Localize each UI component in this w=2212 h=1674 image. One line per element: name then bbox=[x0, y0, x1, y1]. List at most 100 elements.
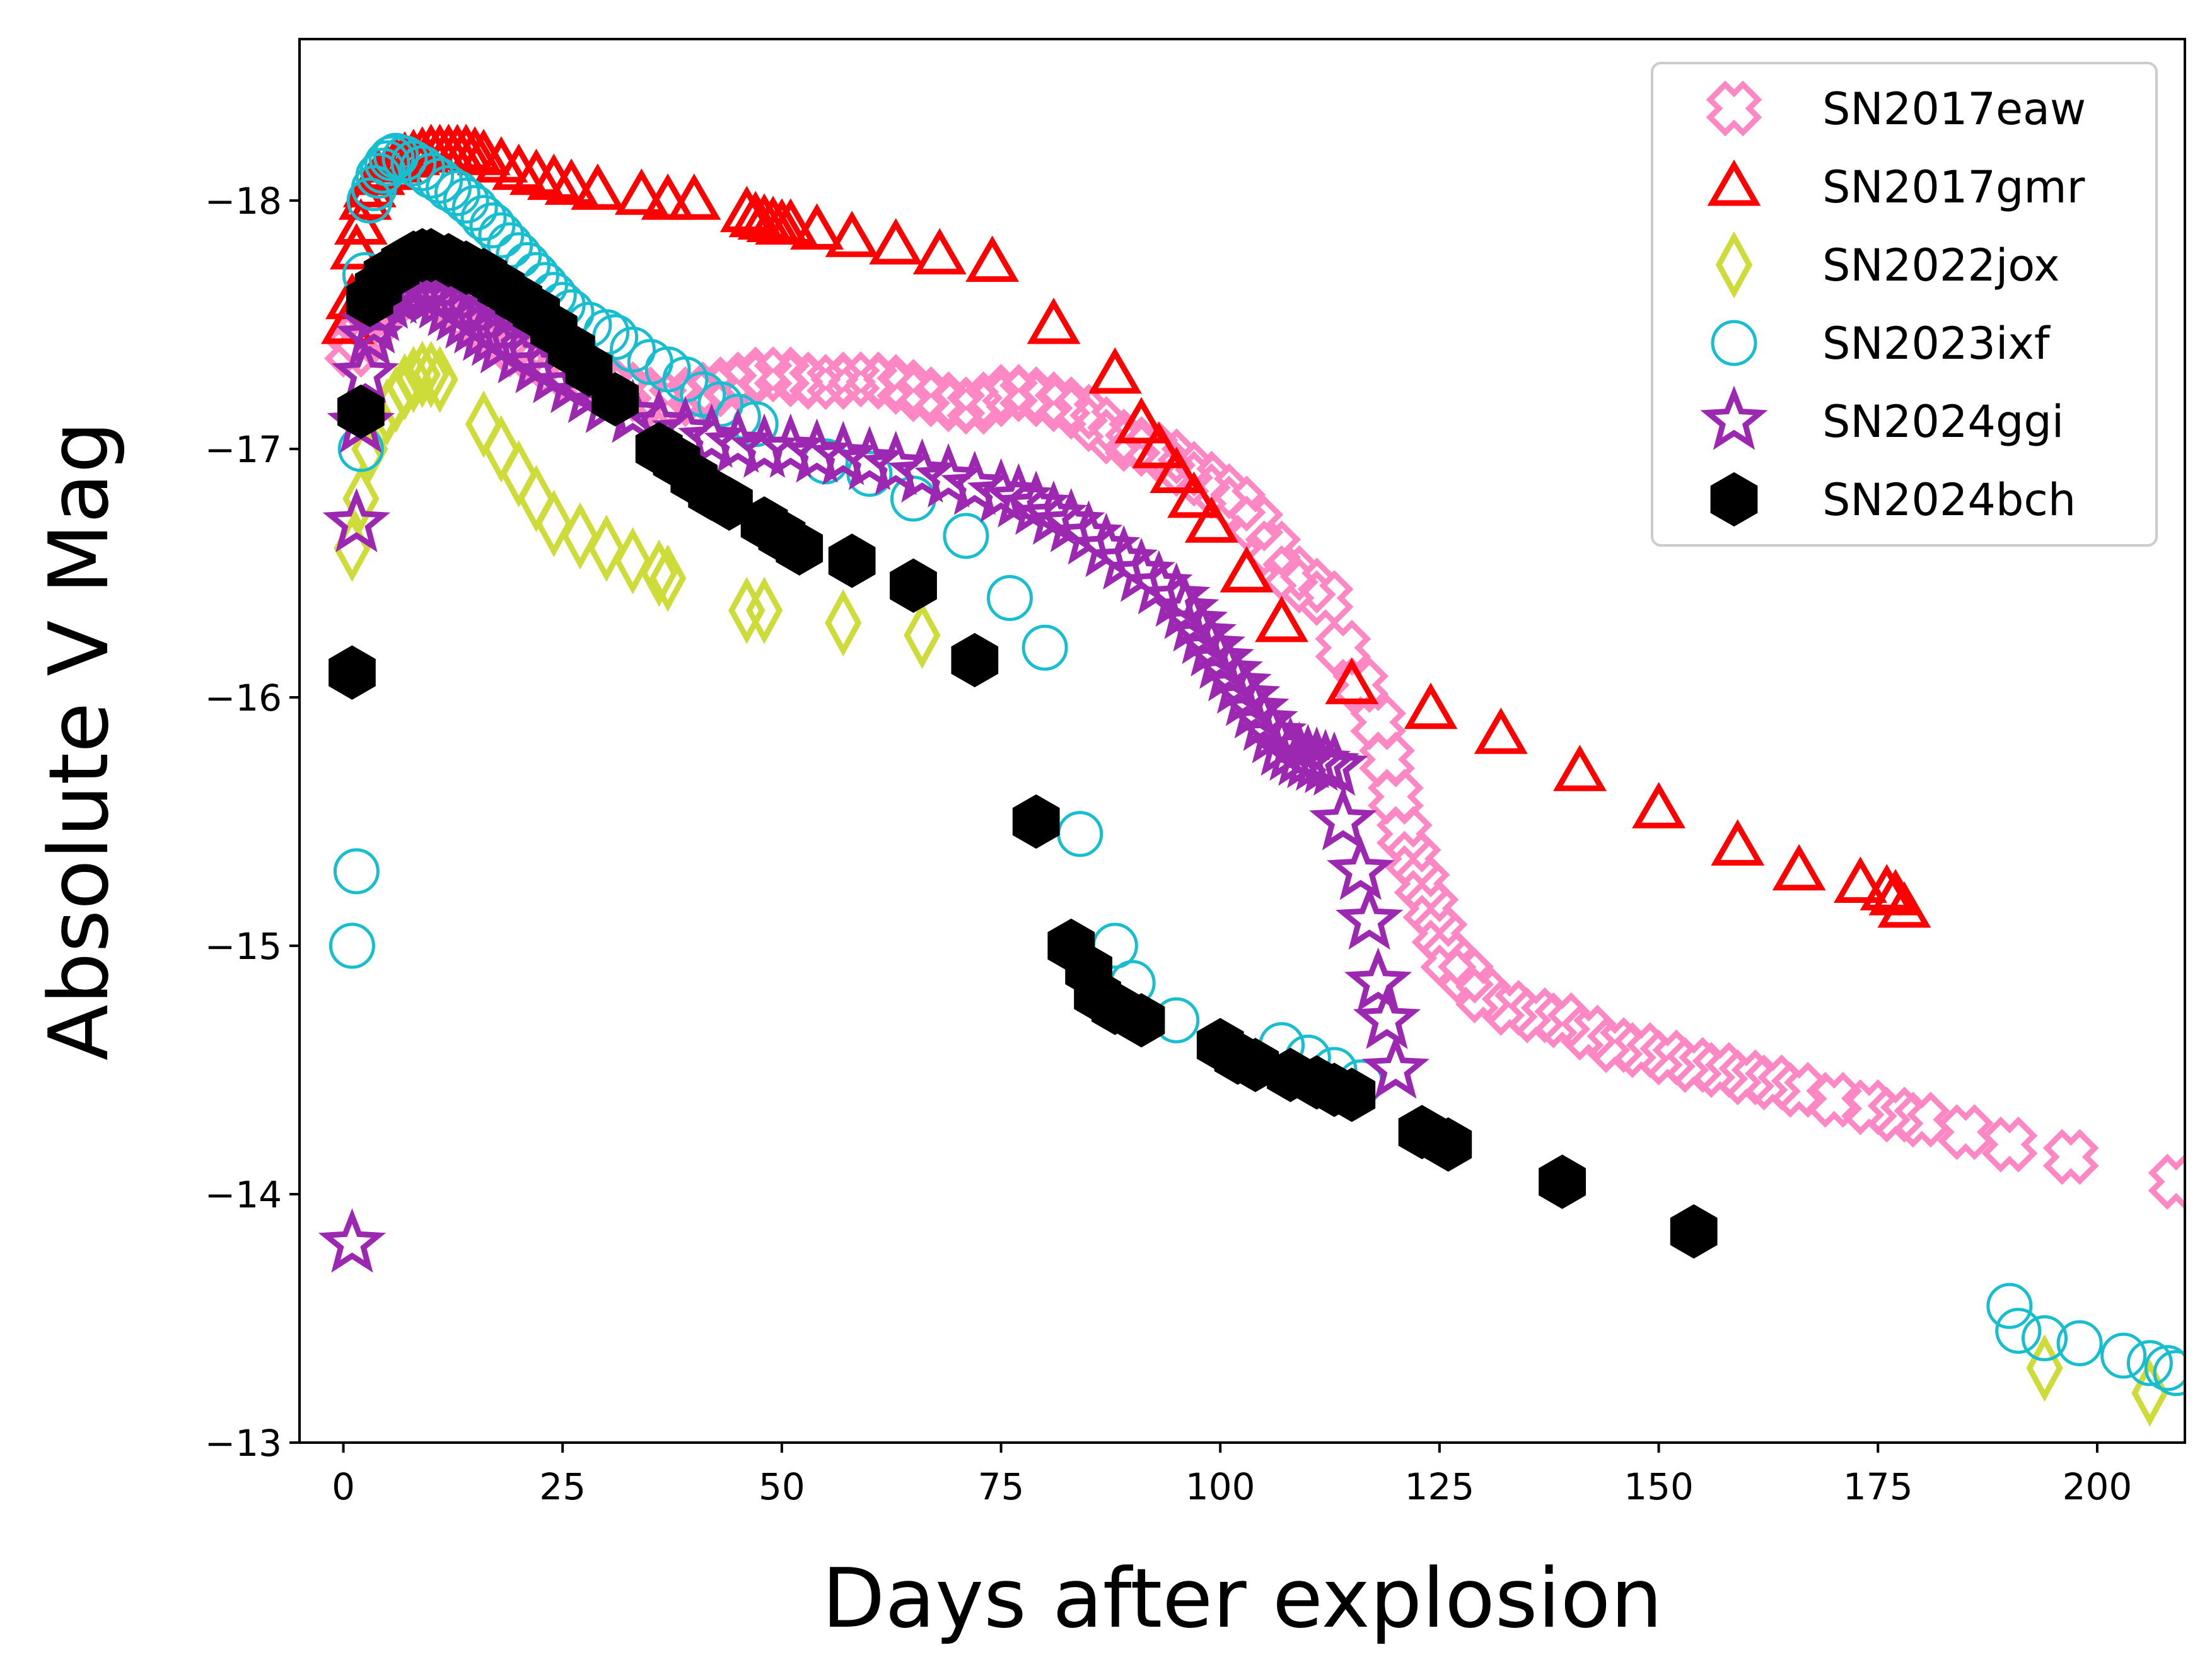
data-point-sn2023ixf bbox=[2144, 1345, 2185, 1392]
data-point-sn2024ggi bbox=[1361, 1034, 1430, 1099]
data-points bbox=[318, 124, 2185, 1427]
data-point-sn2023ixf bbox=[443, 177, 489, 224]
data-point-sn2023ixf bbox=[329, 922, 375, 969]
data-point-sn2022jox bbox=[588, 514, 625, 583]
data-point-sn2024bch bbox=[1231, 1037, 1279, 1093]
legend-label-sn2023ixf: SN2023ixf bbox=[1822, 318, 2051, 369]
data-point-sn2017gmr bbox=[1877, 881, 1931, 928]
data-point-sn2023ixf bbox=[2021, 1315, 2068, 1362]
data-point-sn2024bch bbox=[951, 632, 999, 688]
data-point-sn2017eaw bbox=[1069, 396, 1126, 453]
data-point-sn2024ggi bbox=[1186, 624, 1254, 689]
data-point-sn2017gmr bbox=[1220, 546, 1274, 593]
data-point-sn2017gmr bbox=[1772, 844, 1826, 891]
data-point-sn2024bch bbox=[1539, 1154, 1586, 1209]
x-tick-label: 50 bbox=[759, 1465, 805, 1508]
x-tick-label: 175 bbox=[1843, 1465, 1913, 1508]
data-point-sn2017gmr bbox=[1632, 782, 1685, 828]
data-point-sn2024ggi bbox=[1213, 661, 1281, 726]
data-point-sn2024bch bbox=[706, 476, 753, 531]
data-point-sn2023ixf bbox=[359, 148, 406, 194]
data-point-sn2023ixf bbox=[2126, 1340, 2173, 1386]
data-point-sn2017gmr bbox=[1860, 864, 1914, 910]
data-point-sn2023ixf bbox=[697, 381, 744, 427]
data-point-sn2023ixf bbox=[460, 195, 507, 241]
y-tick-label: −13 bbox=[205, 1422, 282, 1465]
data-point-sn2024ggi bbox=[1221, 674, 1289, 739]
data-point-sn2024bch bbox=[591, 372, 639, 427]
data-point-sn2022jox bbox=[421, 346, 458, 414]
data-point-sn2024ggi bbox=[1151, 574, 1220, 639]
data-point-sn2023ixf bbox=[434, 170, 480, 216]
x-tick-label: 150 bbox=[1624, 1465, 1694, 1508]
data-point-sn2023ixf bbox=[333, 848, 380, 895]
data-point-sn2017eaw bbox=[754, 346, 810, 403]
data-point-sn2017eaw bbox=[1981, 1116, 2038, 1173]
data-point-sn2022jox bbox=[561, 502, 599, 570]
data-point-sn2024bch bbox=[1328, 1067, 1376, 1122]
x-tick-label: 0 bbox=[332, 1465, 355, 1508]
data-point-sn2017gmr bbox=[1184, 496, 1238, 543]
data-point-sn2017gmr bbox=[825, 211, 879, 257]
data-point-sn2017gmr bbox=[912, 228, 967, 275]
data-point-sn2017eaw bbox=[1016, 371, 1073, 427]
data-point-sn2017eaw bbox=[1209, 475, 1266, 532]
data-point-sn2017eaw bbox=[1806, 1071, 1863, 1128]
data-point-sn2022jox bbox=[518, 465, 555, 533]
data-point-sn2017eaw bbox=[2148, 1153, 2185, 1210]
data-point-sn2017eaw bbox=[1420, 930, 1477, 987]
data-point-sn2017gmr bbox=[1167, 471, 1221, 518]
data-point-sn2023ixf bbox=[1995, 1308, 2042, 1354]
y-tick-label: −15 bbox=[205, 925, 282, 968]
data-point-sn2022jox bbox=[641, 539, 678, 607]
data-point-sn2017eaw bbox=[876, 359, 933, 415]
legend-marker-sn2023ixf bbox=[1711, 320, 1757, 366]
data-point-sn2024ggi bbox=[318, 1208, 387, 1273]
data-point-sn2017eaw bbox=[1438, 947, 1494, 1004]
legend-marker-sn2024ggi bbox=[1700, 385, 1768, 450]
data-point-sn2023ixf bbox=[364, 140, 410, 187]
data-point-sn2024ggi bbox=[1344, 947, 1412, 1012]
data-point-sn2017gmr bbox=[544, 158, 598, 205]
data-point-sn2017eaw bbox=[1771, 1062, 1827, 1118]
data-point-sn2023ixf bbox=[943, 513, 989, 559]
legend-box bbox=[1651, 62, 2158, 547]
data-point-sn2022jox bbox=[342, 465, 380, 533]
data-point-sn2024ggi bbox=[1230, 687, 1298, 751]
y-tick-label: −16 bbox=[205, 677, 282, 719]
plot-frame bbox=[298, 38, 2186, 1444]
data-point-sn2024ggi bbox=[1309, 786, 1377, 851]
data-point-sn2022jox bbox=[649, 544, 687, 612]
data-point-sn2024bch bbox=[1012, 794, 1060, 849]
data-point-sn2017eaw bbox=[964, 371, 1021, 427]
y-tick-label: −18 bbox=[205, 180, 282, 223]
data-point-sn2022jox bbox=[904, 602, 941, 669]
legend: SN2017eaw SN2017gmr SN2022jox SN2023ixf SN20… bbox=[1651, 62, 2158, 547]
series-sn2024bch bbox=[329, 228, 1718, 1259]
data-point-sn2024bch bbox=[337, 384, 385, 439]
data-point-sn2017eaw bbox=[2042, 1129, 2099, 1185]
legend-marker-sn2017gmr bbox=[1707, 159, 1761, 206]
data-point-sn2024ggi bbox=[322, 487, 390, 552]
legend-marker-sn2022jox bbox=[1715, 231, 1753, 299]
data-point-sn2017gmr bbox=[330, 223, 383, 270]
y-axis-ticks: −18 −17 −16 −15 −14 −13 bbox=[205, 180, 300, 1465]
x-axis-title: Days after explosion bbox=[822, 1550, 1662, 1646]
data-point-sn2023ixf bbox=[609, 326, 656, 373]
data-point-sn2017eaw bbox=[1034, 376, 1091, 433]
data-point-sn2017gmr bbox=[667, 173, 721, 220]
x-tick-label: 25 bbox=[539, 1465, 586, 1508]
data-point-sn2023ixf bbox=[2100, 1332, 2147, 1379]
data-point-sn2017gmr bbox=[1834, 856, 1887, 903]
data-point-sn2017gmr bbox=[1150, 446, 1204, 493]
data-point-sn2023ixf bbox=[986, 574, 1033, 621]
data-point-sn2017eaw bbox=[1262, 545, 1318, 602]
data-point-sn2023ixf bbox=[451, 185, 498, 231]
legend-label-sn2017gmr: SN2017gmr bbox=[1822, 161, 2085, 213]
x-axis-ticks: 0 25 50 75 100 125 150 175 200 bbox=[332, 1443, 2132, 1508]
data-point-sn2022jox bbox=[465, 390, 503, 458]
data-point-sn2024bch bbox=[890, 558, 937, 613]
data-point-sn2017gmr bbox=[869, 218, 923, 265]
data-point-sn2024ggi bbox=[1204, 649, 1272, 714]
data-point-sn2017eaw bbox=[1086, 409, 1143, 465]
